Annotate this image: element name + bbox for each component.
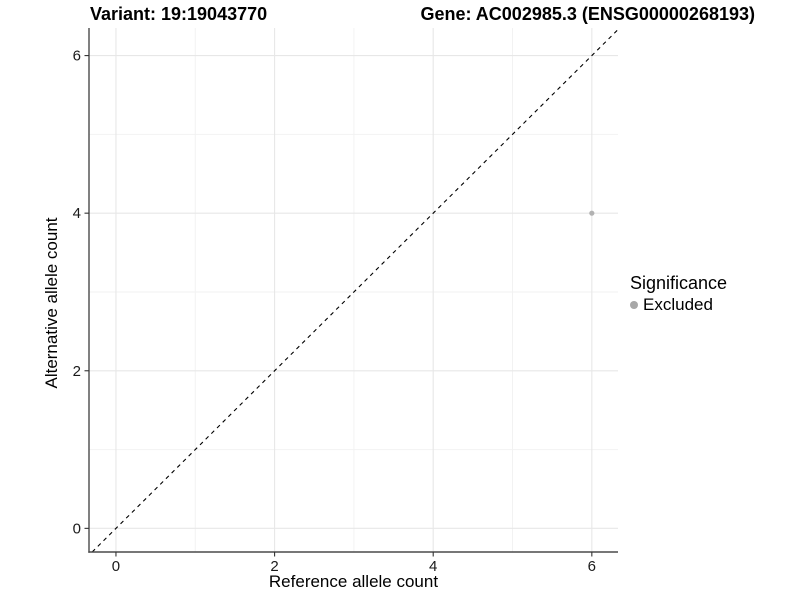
- y-tick-label: 0: [73, 520, 81, 537]
- y-tick-label: 6: [73, 48, 81, 65]
- legend-title: Significance: [630, 273, 728, 293]
- x-tick-label: 0: [112, 558, 120, 575]
- x-tick-label: 2: [270, 558, 278, 575]
- legend-item-excluded: Excluded: [630, 295, 727, 314]
- data-point-excluded: [589, 210, 595, 216]
- y-tick-label: 4: [73, 205, 81, 222]
- y-tick-label: 2: [73, 363, 81, 380]
- plot-title-gene: Gene: AC002985.3 (ENSG00000268193): [420, 4, 755, 24]
- x-axis-title: Reference allele count: [268, 572, 439, 591]
- x-tick-label: 6: [588, 558, 596, 575]
- legend: Significance Excluded: [630, 273, 727, 314]
- plot-title-variant: Variant: 19:19043770: [90, 4, 268, 24]
- x-tick-label: 4: [429, 558, 437, 575]
- y-axis-title: Alternative allele count: [42, 217, 61, 389]
- legend-point-icon: [630, 300, 638, 309]
- legend-item-label: Excluded: [643, 295, 713, 314]
- identity-reference-line: [91, 29, 619, 553]
